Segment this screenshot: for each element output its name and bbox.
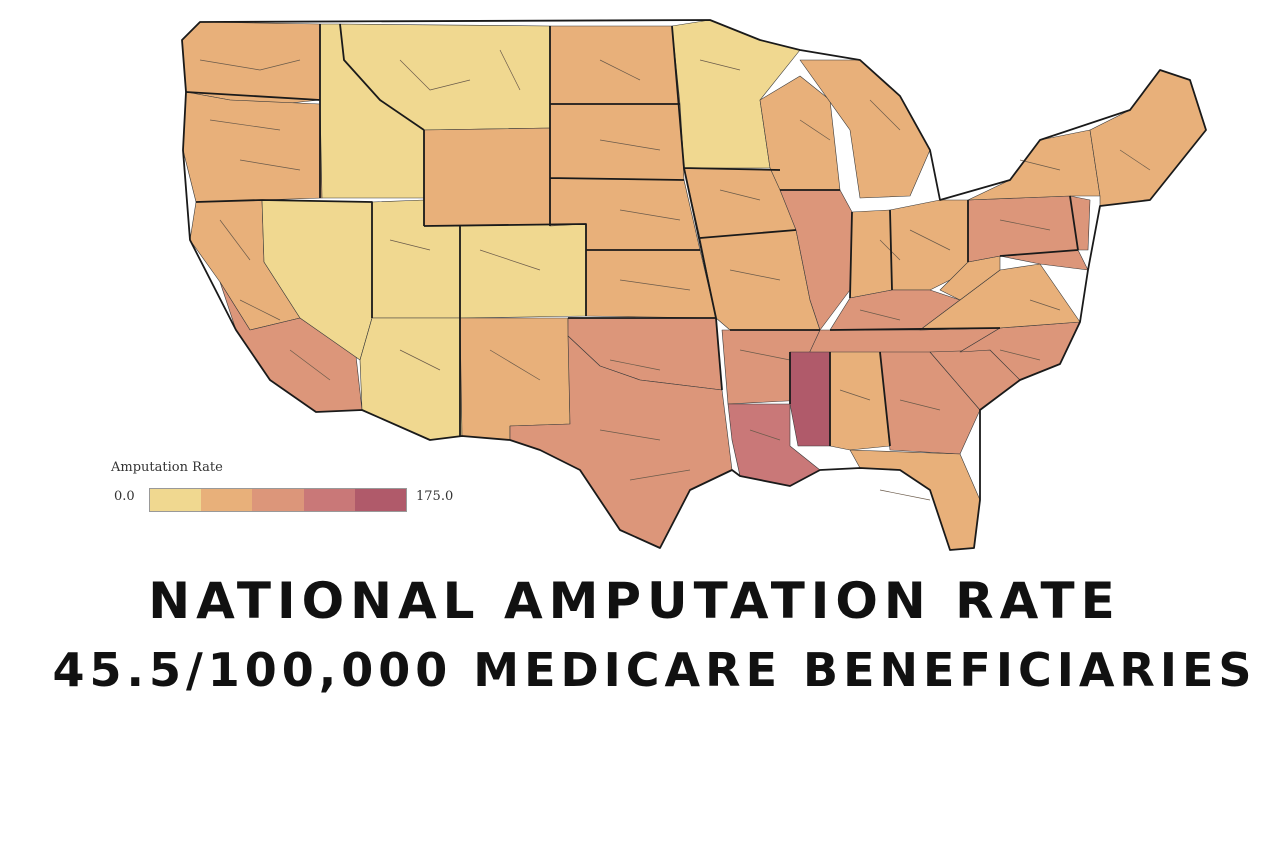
legend-color-scale: [149, 488, 407, 512]
legend-min-label: 0.0: [114, 489, 135, 504]
region-colorado: [459, 223, 587, 319]
legend-swatch-3: [252, 489, 304, 511]
region-florida: [849, 449, 981, 551]
headline-title: NATIONAL AMPUTATION RATE: [148, 572, 1121, 630]
region-arizona: [359, 317, 463, 441]
region-oregon: [182, 91, 323, 203]
region-north-dakota: [549, 25, 681, 105]
headline-rate: 45.5/100,000 MEDICARE BENEFICIARIES: [52, 643, 1257, 697]
region-new-england: [1089, 69, 1207, 207]
legend-title: Amputation Rate: [111, 460, 223, 475]
region-wyoming: [423, 127, 551, 227]
region-new-york: [967, 129, 1101, 201]
region-south-dakota: [549, 103, 685, 181]
region-kansas: [585, 249, 717, 319]
region-mississippi: [789, 351, 831, 447]
legend-swatch-2: [201, 489, 253, 511]
legend-swatch-4: [303, 489, 355, 511]
region-new-mexico: [459, 317, 571, 441]
legend-swatch-1: [150, 489, 202, 511]
legend-swatch-5: [354, 489, 407, 511]
us-amputation-map: [181, 19, 1207, 551]
region-west-virginia: [939, 255, 1001, 301]
region-illinois: [779, 189, 853, 331]
region-indiana: [849, 209, 893, 299]
legend-max-label: 175.0: [416, 489, 454, 504]
region-washington: [181, 21, 321, 105]
